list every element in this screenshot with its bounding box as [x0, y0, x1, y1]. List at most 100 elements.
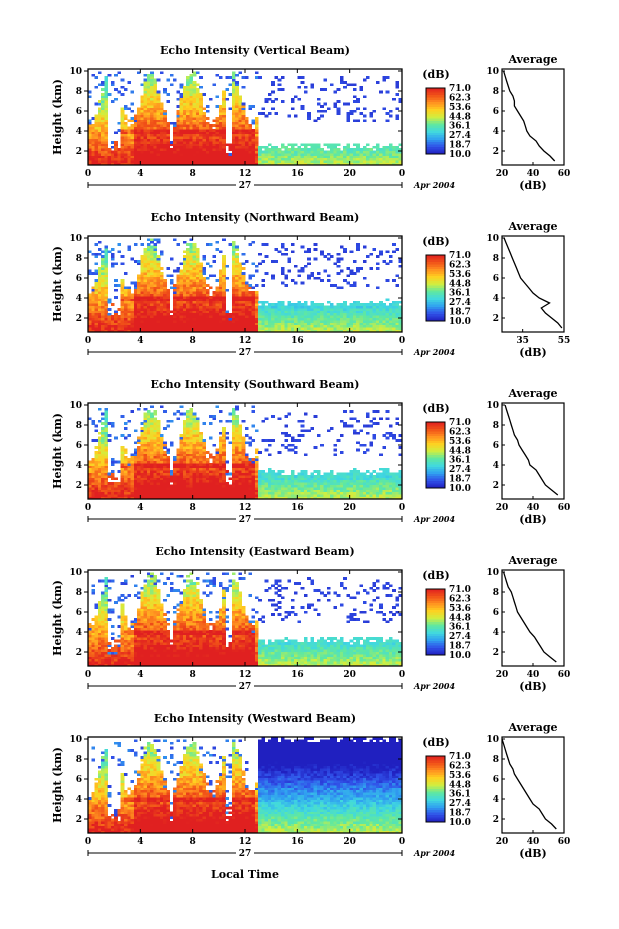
heatmap-cell	[133, 162, 138, 166]
heatmap-cell	[264, 300, 269, 304]
heatmap-cell	[300, 105, 305, 108]
heatmap-cell	[114, 288, 118, 292]
heatmap-cell	[137, 148, 141, 151]
heatmap-cell	[150, 496, 154, 500]
heatmap-cell	[195, 317, 200, 321]
heatmap-cell	[290, 155, 295, 159]
heatmap-cell	[186, 496, 190, 500]
heatmap-cell	[150, 279, 154, 282]
heatmap-cell	[189, 257, 194, 261]
heatmap-cell	[202, 443, 207, 447]
heatmap-cell	[205, 322, 210, 326]
heatmap-cell	[127, 150, 131, 154]
heatmap-cell	[379, 324, 383, 328]
heatmap-cell	[88, 136, 92, 139]
heatmap-cell	[218, 153, 223, 156]
heatmap-cell	[385, 324, 390, 328]
avg-y-tick-label: 4	[493, 127, 499, 137]
heatmap-cell	[189, 455, 194, 459]
heatmap-cell	[189, 274, 194, 278]
heatmap-cell	[130, 133, 135, 137]
heatmap-cell	[248, 243, 252, 246]
heatmap-cell	[215, 300, 220, 304]
heatmap-cell	[366, 320, 370, 323]
heatmap-cell	[199, 298, 203, 302]
heatmap-cell	[166, 477, 171, 481]
heatmap-cell	[123, 494, 128, 497]
heatmap-cell	[362, 308, 367, 311]
colorbar-segment	[426, 109, 445, 113]
heatmap-cell	[271, 308, 275, 311]
heatmap-cell	[222, 329, 226, 333]
heatmap-cell	[182, 296, 187, 299]
heatmap-cell	[205, 136, 210, 139]
heatmap-cell	[264, 160, 269, 163]
heatmap-cell	[195, 479, 200, 483]
heatmap-cell	[392, 155, 396, 159]
heatmap-cell	[231, 264, 236, 268]
heatmap-cell	[264, 327, 269, 330]
heatmap-cell	[238, 114, 243, 118]
heatmap-cell	[359, 324, 364, 328]
heatmap-cell	[146, 73, 151, 77]
heatmap-cell	[150, 112, 154, 115]
heatmap-cell	[101, 272, 105, 275]
heatmap-cell	[303, 153, 308, 156]
heatmap-cell	[320, 320, 324, 323]
heatmap-cell	[228, 83, 233, 87]
heatmap-cell	[150, 286, 154, 290]
heatmap-cell	[307, 153, 311, 156]
heatmap-cell	[284, 329, 288, 333]
heatmap-cell	[179, 405, 184, 409]
heatmap-cell	[195, 315, 200, 318]
heatmap-cell	[153, 312, 158, 316]
heatmap-cell	[195, 455, 200, 459]
heatmap-cell	[356, 153, 360, 156]
heatmap-cell	[264, 243, 269, 246]
heatmap-cell	[195, 324, 200, 328]
heatmap-cell	[130, 117, 135, 120]
heatmap-cell	[182, 484, 187, 488]
colorbar-segment	[426, 102, 445, 105]
heatmap-cell	[271, 83, 275, 87]
heatmap-cell	[192, 491, 197, 495]
heatmap-cell	[333, 90, 337, 94]
heatmap-cell	[101, 83, 105, 87]
heatmap-cell	[159, 133, 164, 137]
heatmap-cell	[186, 102, 190, 106]
heatmap-cell	[143, 477, 148, 481]
heatmap-cell	[88, 129, 92, 132]
heatmap-cell	[176, 496, 180, 500]
x-tick-label: 4	[137, 169, 143, 179]
heatmap-cell	[91, 315, 95, 318]
heatmap-cell	[146, 293, 151, 297]
heatmap-cell	[127, 491, 131, 495]
heatmap-cell	[267, 324, 272, 328]
heatmap-cell	[366, 305, 370, 309]
heatmap-cell	[251, 312, 256, 316]
heatmap-cell	[114, 494, 118, 497]
heatmap-cell	[356, 269, 360, 273]
heatmap-cell	[284, 324, 288, 328]
heatmap-cell	[248, 291, 252, 294]
heatmap-cell	[375, 303, 380, 306]
heatmap-cell	[101, 489, 105, 493]
heatmap-cell	[143, 429, 148, 433]
heatmap-cell	[258, 262, 262, 266]
heatmap-cell	[222, 121, 226, 125]
heatmap-cell	[137, 138, 141, 142]
heatmap-cell	[195, 487, 200, 490]
heatmap-cell	[127, 107, 131, 111]
heatmap-cell	[153, 484, 158, 488]
heatmap-cell	[150, 415, 154, 418]
heatmap-cell	[182, 107, 187, 111]
heatmap-cell	[107, 312, 112, 316]
heatmap-cell	[146, 114, 151, 118]
heatmap-cell	[199, 117, 203, 120]
heatmap-cell	[205, 117, 210, 120]
heatmap-cell	[182, 114, 187, 118]
heatmap-cell	[195, 477, 200, 481]
heatmap-cell	[117, 470, 122, 473]
heatmap-cell	[199, 453, 203, 457]
heatmap-cell	[176, 494, 180, 497]
